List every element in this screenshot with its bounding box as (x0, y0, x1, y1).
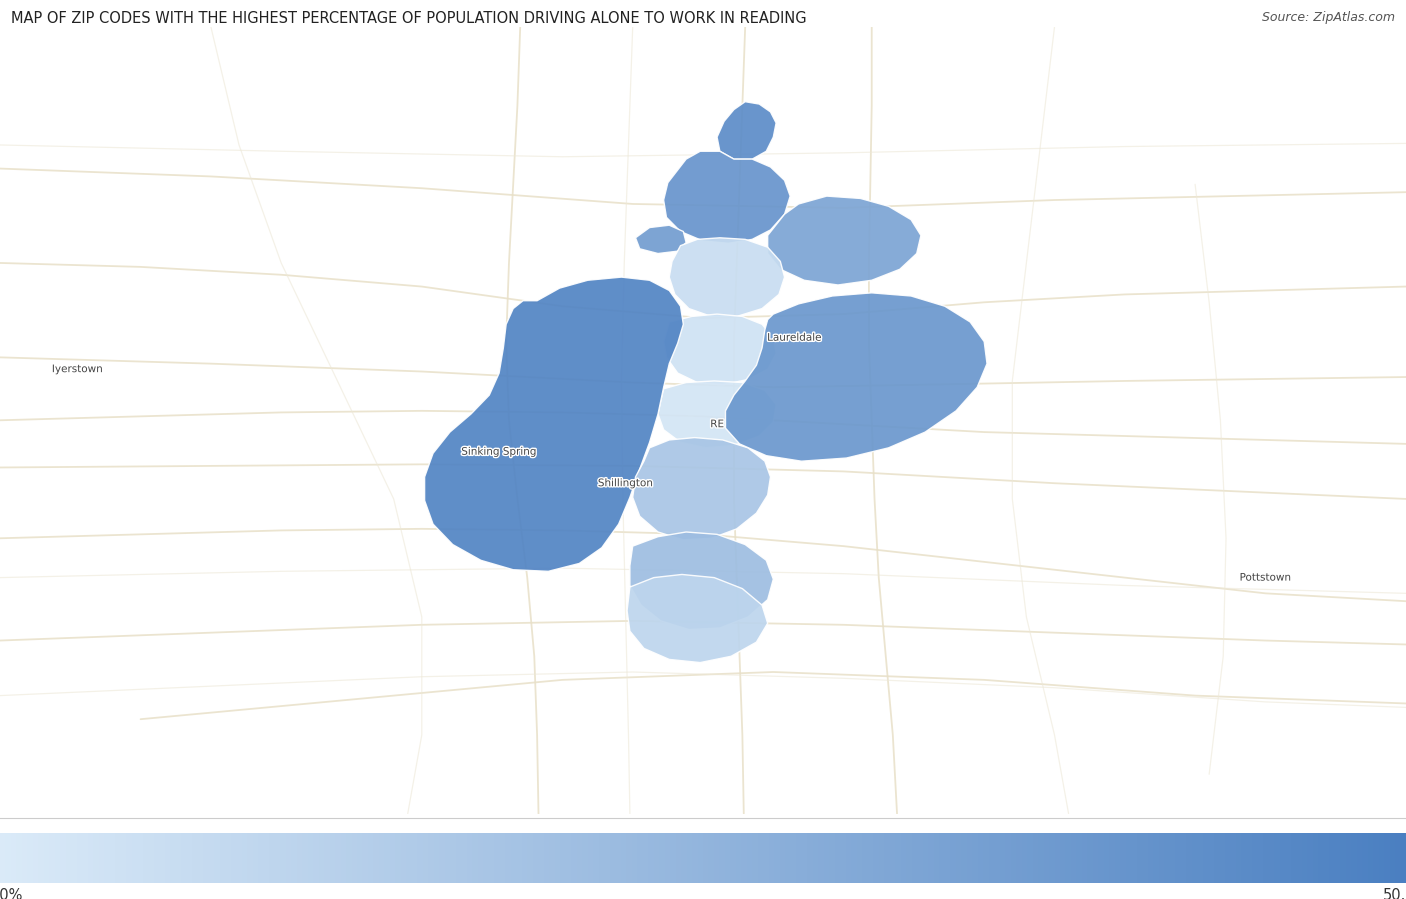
Polygon shape (633, 438, 770, 539)
Text: Laureldale: Laureldale (768, 333, 821, 343)
Polygon shape (664, 314, 776, 385)
Text: Iyerstown: Iyerstown (52, 364, 103, 374)
Polygon shape (664, 151, 790, 244)
Text: Pottstown: Pottstown (1240, 573, 1291, 583)
Polygon shape (636, 226, 686, 254)
Polygon shape (725, 293, 987, 461)
Text: RE: RE (710, 419, 724, 429)
Polygon shape (627, 574, 768, 663)
Text: Sinking Spring: Sinking Spring (461, 447, 537, 457)
Polygon shape (630, 532, 773, 629)
Text: Shillington: Shillington (598, 478, 654, 488)
Polygon shape (425, 277, 683, 572)
Polygon shape (658, 381, 776, 448)
Polygon shape (768, 196, 921, 285)
Polygon shape (717, 102, 776, 159)
Text: MAP OF ZIP CODES WITH THE HIGHEST PERCENTAGE OF POPULATION DRIVING ALONE TO WORK: MAP OF ZIP CODES WITH THE HIGHEST PERCEN… (11, 11, 807, 26)
Polygon shape (669, 238, 785, 316)
Text: Source: ZipAtlas.com: Source: ZipAtlas.com (1261, 11, 1395, 23)
